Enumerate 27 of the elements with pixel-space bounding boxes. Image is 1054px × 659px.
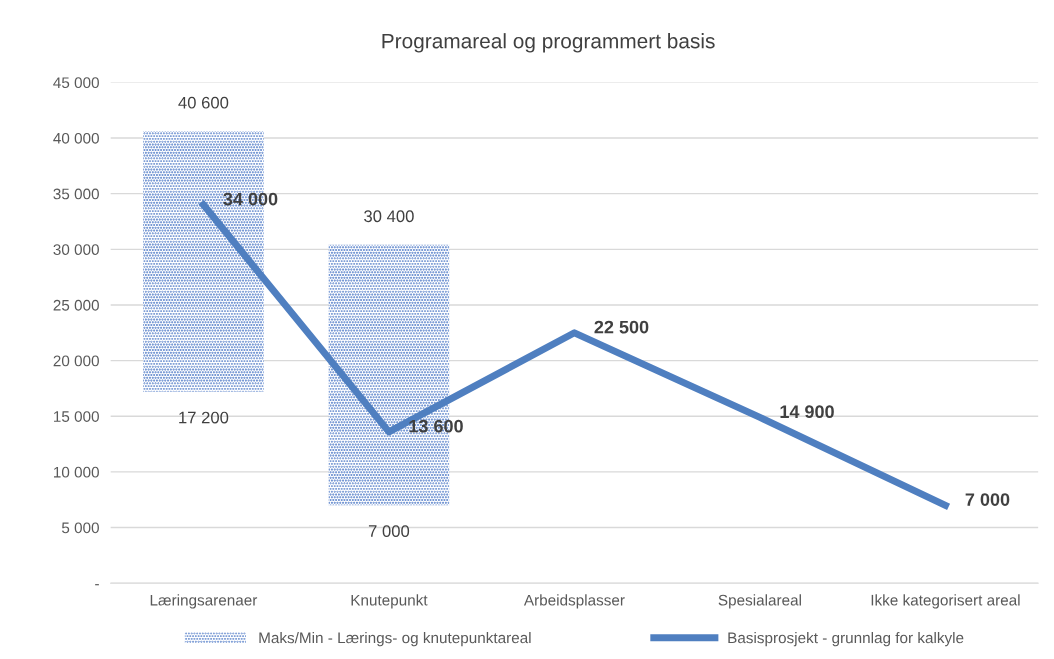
y-tick-label: 30 000 — [53, 244, 99, 256]
data-label: 7 000 — [965, 493, 1010, 506]
y-tick-label: - — [95, 584, 99, 586]
y-tick-label: 5 000 — [61, 522, 99, 534]
y-tick-label: 40 000 — [53, 132, 99, 144]
y-tick-label: 35 000 — [53, 188, 99, 200]
x-tick-label: Ikke kategorisert areal — [871, 594, 1020, 609]
x-tick-label: Knutepunkt — [351, 594, 428, 609]
y-tick-label: 25 000 — [53, 299, 99, 311]
data-label: 14 900 — [780, 405, 834, 419]
data-label: 13 600 — [409, 419, 463, 433]
legend-label: Basisprosjekt - grunnlag for kalkyle — [728, 632, 964, 647]
y-tick-label: 15 000 — [54, 411, 99, 422]
y-tick-label: 10 000 — [54, 466, 99, 478]
x-tick-label: Arbeidsplasser — [523, 594, 625, 609]
x-tick-label: Læringsarenaer — [150, 594, 258, 609]
x-tick-label: Spesialareal — [718, 594, 801, 609]
chart-title: Programareal og programmert basis — [382, 33, 715, 53]
legend-label: Maks/Min - Lærings- og knutepunktareal — [259, 632, 531, 647]
data-label: 22 500 — [594, 320, 649, 334]
annotation: 7 000 — [368, 525, 410, 537]
y-tick-label: 20 000 — [53, 355, 99, 367]
annotation: 40 600 — [178, 96, 229, 109]
data-label: 34 000 — [223, 192, 278, 206]
annotation: 30 400 — [364, 210, 414, 223]
y-tick-label: 45 000 — [53, 77, 99, 89]
annotation: 17 200 — [179, 411, 229, 424]
